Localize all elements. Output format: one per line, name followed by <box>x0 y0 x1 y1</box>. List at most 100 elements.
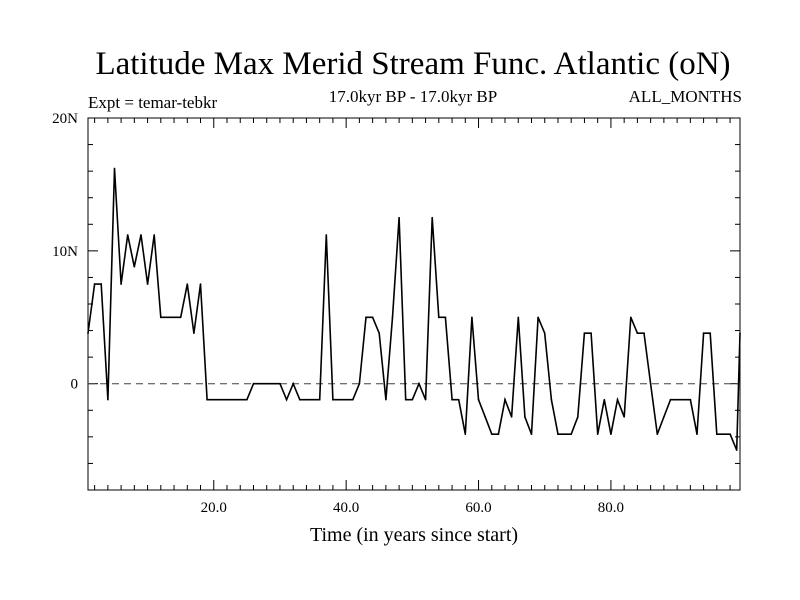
data-point <box>299 398 301 401</box>
x-tick-label: 20.0 <box>201 500 227 516</box>
data-point <box>663 416 665 418</box>
data-point <box>649 382 652 385</box>
data-point <box>199 283 202 285</box>
data-point <box>504 398 506 401</box>
data-point <box>332 398 334 401</box>
data-point <box>669 398 672 401</box>
y-tick-label: 20N <box>52 111 78 127</box>
data-point <box>596 433 599 436</box>
data-point <box>212 398 215 401</box>
data-point <box>153 234 155 236</box>
data-point <box>226 398 228 401</box>
data-point <box>729 433 731 436</box>
data-point <box>345 398 347 401</box>
data-point <box>140 234 142 236</box>
data-point <box>563 433 566 436</box>
data-point <box>497 433 500 436</box>
data-point <box>120 283 122 285</box>
data-point <box>431 216 434 219</box>
data-point <box>166 316 169 319</box>
data-point <box>219 398 222 401</box>
x-axis-label: Time (in years since start) <box>309 524 519 546</box>
data-point <box>385 398 387 401</box>
data-point <box>444 316 447 319</box>
data-point <box>490 433 493 436</box>
data-point <box>676 398 678 401</box>
data-point <box>378 332 381 335</box>
data-point <box>272 382 275 385</box>
x-tick-label: 40.0 <box>333 500 359 516</box>
plot-area-frame <box>87 117 741 491</box>
x-tick-label: 60.0 <box>465 500 491 516</box>
data-point <box>583 332 586 335</box>
data-point <box>239 398 242 401</box>
data-point <box>351 398 354 401</box>
data-point <box>590 332 592 335</box>
data-points <box>87 167 741 451</box>
data-point <box>246 398 248 401</box>
data-point <box>457 398 460 401</box>
data-point <box>438 316 440 319</box>
data-point <box>391 316 394 319</box>
data-point <box>411 398 414 401</box>
data-point <box>365 316 367 319</box>
data-point <box>146 283 149 285</box>
data-point <box>193 332 195 335</box>
data-point <box>206 398 208 401</box>
data-point <box>87 332 89 335</box>
y-tick-label: 0 <box>71 377 79 393</box>
data-point <box>735 449 738 451</box>
data-point <box>404 398 407 401</box>
data-point <box>610 433 612 436</box>
data-point <box>530 433 533 436</box>
months-label: ALL_MONTHS <box>628 87 742 106</box>
data-point <box>636 332 639 335</box>
data-point <box>93 283 96 285</box>
data-point <box>398 216 400 219</box>
axis-ticks <box>88 117 740 491</box>
data-point <box>524 416 526 418</box>
data-point <box>173 316 175 319</box>
data-point <box>358 382 361 385</box>
series-line <box>87 168 741 451</box>
data-point <box>696 433 698 436</box>
data-point <box>318 398 321 401</box>
data-point <box>682 398 685 401</box>
data-point <box>100 283 103 285</box>
data-point <box>252 382 255 385</box>
data-point <box>279 382 281 385</box>
data-point <box>424 398 427 401</box>
data-point <box>471 316 473 319</box>
data-point <box>557 433 559 436</box>
axis-tick-labels: 20.0 40.0 60.0 80.0 20N 10N 0 <box>52 111 624 516</box>
data-point <box>570 433 573 436</box>
data-point <box>510 416 513 418</box>
data-point <box>325 234 328 236</box>
data-point <box>603 398 606 401</box>
data-point <box>464 433 467 436</box>
data-point <box>133 266 136 268</box>
x-tick-label: 80.0 <box>598 500 624 516</box>
data-point <box>232 398 235 401</box>
data-point <box>543 332 546 335</box>
data-point <box>716 433 718 436</box>
data-point <box>484 416 486 418</box>
data-point <box>113 167 116 170</box>
y-tick-label: 10N <box>52 244 78 260</box>
data-point <box>418 382 420 385</box>
data-point <box>179 316 182 319</box>
data-point <box>160 316 162 319</box>
data-point <box>517 316 520 319</box>
data-point <box>623 416 625 418</box>
data-point <box>107 398 109 401</box>
data-point <box>739 332 741 335</box>
data-point <box>702 332 705 335</box>
data-point <box>259 382 261 385</box>
data-point <box>616 398 619 401</box>
data-point <box>451 398 453 401</box>
data-point <box>709 332 712 335</box>
data-point <box>550 398 553 401</box>
data-point <box>537 316 539 319</box>
data-point <box>305 398 308 401</box>
